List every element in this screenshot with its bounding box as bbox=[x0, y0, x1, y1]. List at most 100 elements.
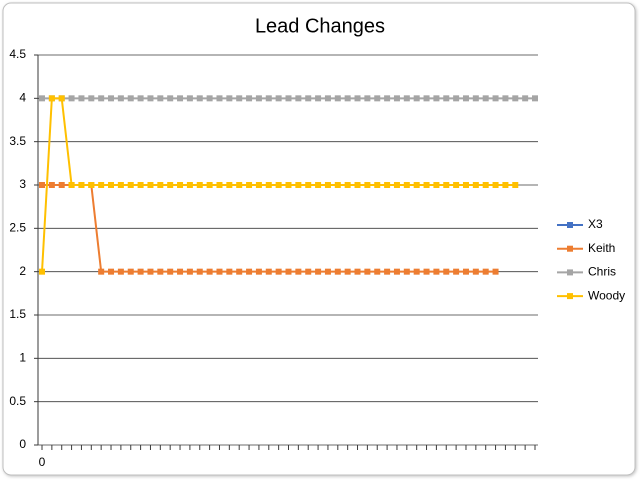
marker bbox=[393, 95, 400, 102]
marker bbox=[512, 182, 519, 188]
legend-marker bbox=[567, 222, 573, 228]
marker bbox=[482, 268, 489, 275]
marker bbox=[127, 182, 134, 188]
marker bbox=[275, 182, 282, 188]
legend-marker bbox=[567, 245, 573, 252]
marker bbox=[453, 95, 460, 102]
marker bbox=[117, 268, 124, 275]
marker bbox=[206, 182, 213, 188]
marker bbox=[255, 182, 262, 188]
y-tick-label: 2.5 bbox=[9, 221, 26, 235]
marker bbox=[453, 268, 460, 275]
marker bbox=[127, 95, 134, 102]
marker bbox=[364, 182, 371, 188]
marker bbox=[344, 182, 351, 188]
marker bbox=[167, 182, 174, 188]
y-tick-label: 4 bbox=[19, 91, 26, 105]
marker bbox=[177, 182, 184, 188]
marker bbox=[186, 182, 193, 188]
marker bbox=[413, 95, 420, 102]
y-tick-label: 2 bbox=[19, 264, 26, 278]
marker bbox=[403, 268, 410, 275]
legend-marker bbox=[567, 269, 573, 276]
chart-title: Lead Changes bbox=[255, 15, 385, 37]
marker bbox=[453, 182, 460, 188]
marker bbox=[108, 182, 115, 188]
marker bbox=[137, 268, 144, 275]
legend-label: Woody bbox=[588, 288, 625, 302]
legend-marker bbox=[567, 293, 573, 300]
marker bbox=[354, 182, 361, 188]
marker bbox=[443, 182, 450, 188]
marker bbox=[532, 95, 538, 102]
marker bbox=[275, 268, 282, 275]
marker bbox=[88, 182, 95, 188]
marker bbox=[324, 268, 331, 275]
marker bbox=[167, 268, 174, 275]
marker bbox=[344, 268, 351, 275]
marker bbox=[305, 268, 312, 275]
legend-label: X3 bbox=[588, 217, 603, 231]
marker bbox=[68, 182, 75, 188]
marker bbox=[502, 95, 509, 102]
marker bbox=[295, 95, 302, 102]
marker bbox=[462, 268, 469, 275]
marker bbox=[285, 268, 292, 275]
marker bbox=[147, 268, 154, 275]
marker bbox=[39, 182, 45, 188]
marker bbox=[472, 268, 479, 275]
marker bbox=[177, 268, 184, 275]
marker bbox=[295, 182, 302, 188]
y-tick-label: 0 bbox=[19, 437, 26, 451]
legend-label: Keith bbox=[588, 241, 615, 255]
marker bbox=[216, 268, 223, 275]
marker bbox=[236, 268, 243, 275]
marker bbox=[344, 95, 351, 102]
marker bbox=[275, 95, 282, 102]
marker bbox=[384, 95, 391, 102]
marker bbox=[334, 95, 341, 102]
marker bbox=[206, 95, 213, 102]
marker bbox=[403, 95, 410, 102]
marker bbox=[265, 268, 272, 275]
marker bbox=[226, 268, 233, 275]
marker bbox=[334, 182, 341, 188]
marker bbox=[364, 95, 371, 102]
y-tick-label: 1.5 bbox=[9, 307, 26, 321]
marker bbox=[117, 182, 124, 188]
marker bbox=[186, 95, 193, 102]
marker bbox=[393, 182, 400, 188]
marker bbox=[315, 95, 322, 102]
marker bbox=[492, 268, 499, 275]
marker bbox=[354, 95, 361, 102]
y-tick-label: 3.5 bbox=[9, 134, 26, 148]
marker bbox=[196, 268, 203, 275]
marker bbox=[354, 268, 361, 275]
marker bbox=[384, 182, 391, 188]
marker bbox=[472, 182, 479, 188]
marker bbox=[443, 95, 450, 102]
marker bbox=[216, 95, 223, 102]
marker bbox=[285, 182, 292, 188]
marker bbox=[334, 268, 341, 275]
marker bbox=[137, 95, 144, 102]
marker bbox=[423, 95, 430, 102]
marker bbox=[462, 95, 469, 102]
marker bbox=[265, 182, 272, 188]
marker bbox=[48, 95, 55, 102]
marker bbox=[147, 95, 154, 102]
marker bbox=[157, 268, 164, 275]
y-tick-label: 0.5 bbox=[9, 394, 26, 408]
marker bbox=[315, 268, 322, 275]
marker bbox=[443, 268, 450, 275]
marker bbox=[127, 268, 134, 275]
marker bbox=[157, 182, 164, 188]
marker bbox=[236, 182, 243, 188]
marker bbox=[58, 95, 65, 102]
marker bbox=[374, 182, 381, 188]
marker bbox=[374, 95, 381, 102]
x-tick-label: 0 bbox=[39, 455, 46, 469]
chart-frame bbox=[2, 2, 636, 476]
